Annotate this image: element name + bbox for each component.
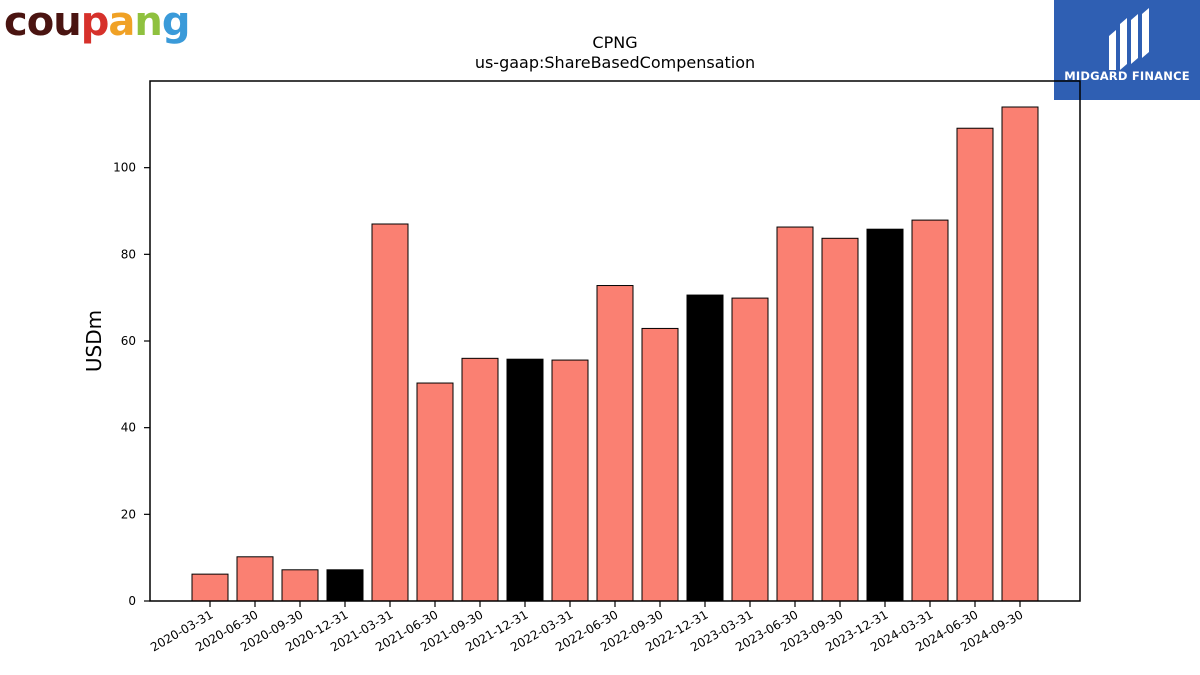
coupang-logo-letter: p [80, 0, 110, 45]
y-axis-label: USDm [82, 310, 106, 372]
midgard-finance-logo: MIDGARD FINANCE [1054, 0, 1200, 100]
bars-layer [191, 106, 1039, 602]
plot-frame [149, 80, 1081, 602]
coupang-logo-letter: n [134, 0, 163, 45]
coupang-logo-letter: c [4, 0, 28, 45]
y-tick-label: 80 [121, 247, 136, 261]
bar-2020-06-30 [236, 556, 274, 602]
y-tick-label: 100 [113, 161, 136, 175]
bar-2021-03-31 [371, 223, 409, 602]
bar-2022-03-31 [551, 359, 589, 602]
bar-2020-12-31 [326, 569, 364, 602]
y-tick-label: 0 [128, 594, 136, 608]
coupang-logo-letter: a [108, 0, 135, 45]
bar-2022-12-31 [686, 294, 724, 602]
bar-2022-09-30 [641, 327, 679, 602]
bar-2022-06-30 [596, 285, 634, 602]
midgard-logo-mark-icon [1109, 8, 1149, 70]
x-ticks: 2020-03-312020-06-302020-09-302020-12-31… [148, 601, 1026, 654]
bar-2020-09-30 [281, 569, 319, 602]
coupang-logo-letter: g [161, 0, 191, 45]
coupang-logo: coupang [4, 0, 191, 45]
bar-2023-06-30 [776, 226, 814, 602]
chart-title: CPNG [592, 33, 637, 52]
y-tick-label: 60 [121, 334, 136, 348]
bar-2021-06-30 [416, 382, 454, 602]
bar-2023-12-31 [866, 228, 904, 602]
y-tick-label: 20 [121, 507, 136, 521]
bar-2024-03-31 [911, 219, 949, 602]
bar-2021-12-31 [506, 358, 544, 602]
coupang-logo-letter: u [53, 0, 82, 45]
bar-2020-03-31 [191, 573, 229, 602]
bar-2023-03-31 [731, 297, 769, 602]
bar-2023-09-30 [821, 237, 859, 602]
chart-subtitle: us-gaap:ShareBasedCompensation [475, 53, 755, 72]
y-ticks: 0 20 40 60 80 100 [113, 161, 150, 608]
bar-2021-09-30 [461, 357, 499, 602]
midgard-brand-text: MIDGARD FINANCE [1064, 69, 1190, 83]
bar-2024-06-30 [956, 127, 994, 602]
coupang-logo-letter: o [26, 0, 55, 45]
y-tick-label: 40 [121, 421, 136, 435]
bar-2024-09-30 [1001, 106, 1039, 602]
